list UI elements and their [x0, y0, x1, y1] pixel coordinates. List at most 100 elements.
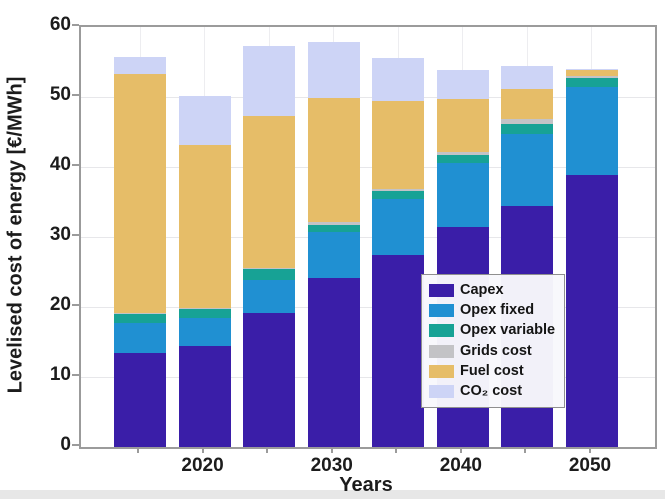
- x-axis-tick: [588, 447, 591, 453]
- bar-segment-grids-cost: [501, 118, 554, 125]
- gridline-horizontal: [81, 166, 655, 168]
- bar-segment-co₂-cost: [178, 95, 231, 146]
- bar-segment-co₂-cost: [114, 57, 166, 74]
- y-tick-label: 50: [49, 84, 71, 105]
- y-tick-label: 40: [49, 154, 71, 175]
- bar-segment-co₂-cost: [436, 69, 489, 100]
- legend-label-opex-fixed: Opex fixed: [460, 301, 535, 318]
- bar-segment-fuel-cost: [372, 100, 425, 189]
- bar-segment-opex-variable: [178, 308, 231, 319]
- y-tick-label: 10: [49, 364, 71, 385]
- bar-segment-co₂-cost: [372, 57, 425, 101]
- bar-segment-grids-cost: [307, 222, 360, 226]
- legend-label-fuel-cost: Fuel cost: [460, 362, 524, 379]
- legend-item-grids-cost: Grids cost: [429, 342, 557, 359]
- bar-segment-opex-fixed: [565, 87, 618, 176]
- y-axis-tick: [72, 24, 79, 26]
- bar-segment-capex: [565, 175, 618, 447]
- bar-segment-opex-fixed: [307, 232, 360, 278]
- y-tick-label: 20: [49, 294, 71, 315]
- x-tick-label: 2020: [181, 455, 224, 476]
- x-axis-tick: [524, 447, 527, 453]
- y-axis-tick: [72, 94, 79, 96]
- y-axis-title: Levelised cost of energy [€/MWh]: [4, 76, 27, 394]
- y-tick-label: 30: [49, 224, 71, 245]
- y-tick-label: 0: [60, 434, 71, 455]
- legend-label-co2-cost: CO₂ cost: [460, 383, 523, 400]
- bar-segment-capex: [243, 313, 296, 447]
- x-axis-tick: [137, 447, 139, 453]
- legend-item-co2-cost: CO₂ cost: [429, 384, 557, 399]
- bar-segment-capex: [307, 277, 360, 447]
- x-axis-tick: [266, 447, 269, 453]
- bar-segment-opex-fixed: [372, 198, 425, 255]
- bar-segment-fuel-cost: [307, 97, 360, 223]
- legend-swatch-grids-cost: [429, 344, 454, 358]
- x-axis-tick: [459, 447, 462, 453]
- bar-segment-co₂-cost: [565, 69, 618, 71]
- bar-segment-capex: [372, 254, 425, 447]
- bar-segment-opex-fixed: [243, 279, 296, 314]
- x-tick-label: 2030: [310, 455, 353, 476]
- bar-segment-opex-variable: [243, 268, 296, 280]
- y-axis-tick: [72, 234, 79, 236]
- bar-segment-opex-fixed: [436, 162, 489, 228]
- y-axis-tick: [72, 164, 79, 166]
- bar-segment-opex-variable: [501, 124, 554, 135]
- bar-segment-grids-cost: [114, 312, 166, 314]
- legend-swatch-capex: [429, 283, 454, 297]
- bar-segment-capex: [178, 345, 231, 447]
- legend-label-capex: Capex: [460, 281, 504, 298]
- x-axis-title: Years: [339, 474, 393, 496]
- legend-item-fuel-cost: Fuel cost: [429, 362, 557, 379]
- video-letterbox-band: [0, 490, 665, 499]
- bar-segment-co₂-cost: [307, 42, 360, 98]
- plot-area: [79, 25, 657, 449]
- legend-swatch-opex-fixed: [429, 303, 454, 317]
- bar-segment-opex-variable: [372, 190, 425, 199]
- bar-segment-fuel-cost: [178, 145, 231, 308]
- bar-segment-opex-variable: [436, 155, 489, 163]
- y-axis-tick: [72, 374, 79, 376]
- x-axis-tick: [201, 447, 204, 453]
- bar-segment-grids-cost: [372, 188, 425, 191]
- y-axis-tick: [72, 444, 79, 446]
- gridline-horizontal: [81, 236, 655, 238]
- bar-segment-opex-variable: [114, 314, 166, 324]
- bar-segment-opex-variable: [307, 225, 360, 233]
- bar-segment-opex-fixed: [501, 134, 554, 206]
- gridline-horizontal: [81, 96, 655, 98]
- legend-swatch-opex-variable: [429, 324, 454, 338]
- y-axis-tick: [72, 304, 79, 306]
- bar-segment-fuel-cost: [501, 88, 554, 119]
- bar-segment-fuel-cost: [565, 70, 618, 76]
- legend: Capex Opex fixed Opex variable Grids cos…: [421, 274, 565, 408]
- x-tick-label: 2040: [439, 455, 482, 476]
- x-axis-tick: [330, 447, 333, 453]
- x-axis-tick: [395, 447, 398, 453]
- legend-swatch-co2-cost: [429, 385, 454, 399]
- gridline-horizontal: [81, 306, 655, 308]
- bar-segment-fuel-cost: [436, 99, 489, 152]
- legend-item-opex-variable: Opex variable: [429, 323, 557, 338]
- bar-segment-fuel-cost: [114, 73, 166, 313]
- legend-item-capex: Capex: [429, 281, 557, 298]
- bar-segment-co₂-cost: [243, 45, 296, 116]
- bar-segment-grids-cost: [565, 76, 618, 79]
- legend-swatch-fuel-cost: [429, 364, 454, 378]
- bar-segment-co₂-cost: [501, 66, 554, 89]
- y-tick-label: 60: [49, 14, 71, 35]
- bar-segment-grids-cost: [243, 267, 296, 269]
- gridline-horizontal: [81, 376, 655, 378]
- bar-segment-opex-variable: [565, 78, 618, 88]
- bar-segment-opex-fixed: [178, 318, 231, 346]
- legend-item-opex-fixed: Opex fixed: [429, 301, 557, 318]
- bar-segment-fuel-cost: [243, 115, 296, 268]
- bar-segment-capex: [114, 352, 166, 447]
- bar-segment-opex-fixed: [114, 323, 166, 353]
- legend-label-opex-variable: Opex variable: [460, 322, 556, 339]
- bar-segment-grids-cost: [436, 151, 489, 156]
- x-tick-label: 2050: [568, 455, 612, 476]
- legend-label-grids-cost: Grids cost: [460, 342, 532, 359]
